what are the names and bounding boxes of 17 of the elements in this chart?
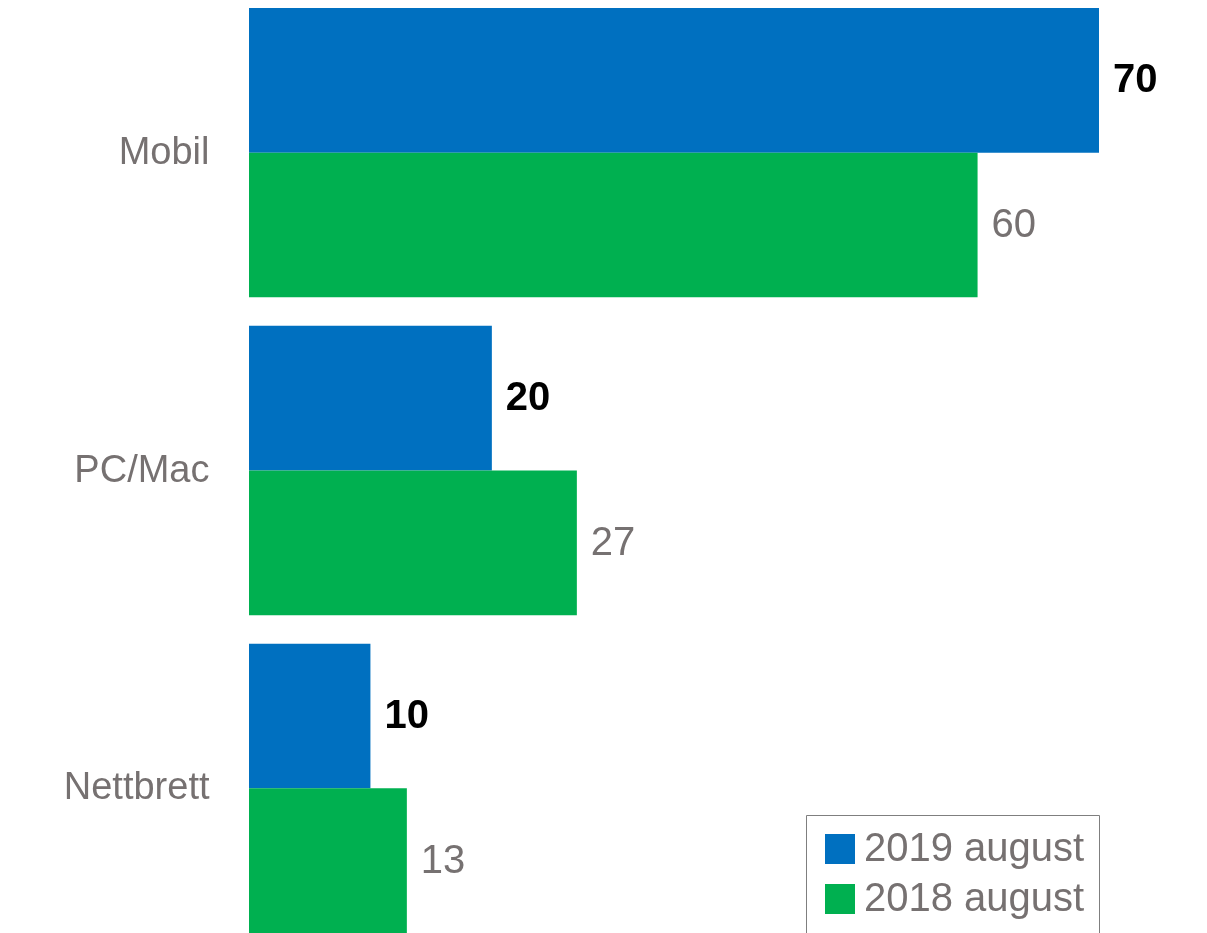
data-label: 70 xyxy=(1113,56,1158,101)
data-label: 60 xyxy=(991,200,1037,245)
bar xyxy=(249,788,407,933)
legend-label: 2018 august xyxy=(864,875,1085,919)
bar xyxy=(249,325,492,471)
bar xyxy=(249,470,577,616)
data-label: 20 xyxy=(505,374,551,419)
data-label: 13 xyxy=(420,836,466,881)
y-tick-label: Mobil xyxy=(118,129,210,172)
data-label: 27 xyxy=(590,518,636,563)
y-tick-label: Nettbrett xyxy=(63,765,210,808)
bar xyxy=(249,643,371,789)
y-tick-label: PC/Mac xyxy=(74,447,210,490)
data-label: 10 xyxy=(384,692,429,737)
bar xyxy=(249,8,1099,153)
legend-label: 2019 august xyxy=(864,825,1085,869)
bar xyxy=(249,152,978,298)
